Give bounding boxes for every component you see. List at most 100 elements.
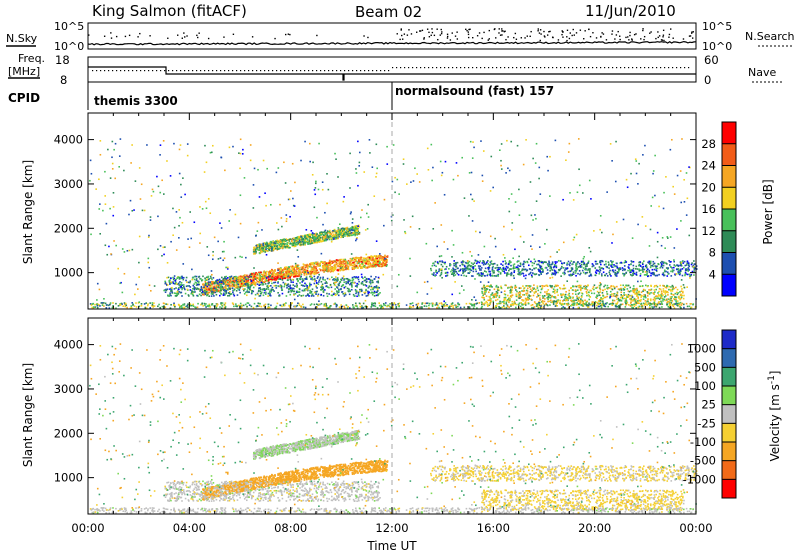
- power-cell: [229, 280, 232, 283]
- power-cell: [356, 284, 358, 287]
- nave-dot: [404, 67, 406, 69]
- power-cell: [653, 273, 656, 276]
- power-cell: [487, 267, 489, 269]
- power-cell: [295, 275, 298, 277]
- power-cell: [451, 271, 454, 274]
- power-cell: [315, 285, 318, 288]
- power-cell: [321, 262, 324, 264]
- power-cell: [287, 244, 290, 247]
- power-cell: [604, 284, 607, 287]
- power-cell: [315, 238, 318, 241]
- power-cell: [487, 299, 490, 302]
- power-cell: [259, 247, 262, 250]
- nave-dot: [400, 67, 402, 69]
- noise-search-dot: [451, 32, 453, 34]
- power-cell: [502, 260, 504, 263]
- power-cell: [580, 261, 583, 264]
- power-cell: [277, 268, 279, 270]
- power-cell: [263, 270, 266, 273]
- power-cell: [250, 282, 253, 285]
- power-cell: [648, 262, 651, 264]
- power-cell: [313, 275, 316, 278]
- power-cell: [346, 229, 349, 231]
- power-cell: [491, 269, 494, 271]
- power-cell: [341, 266, 343, 269]
- noise-search-dot: [662, 29, 665, 32]
- power-cell: [632, 274, 634, 276]
- noise-search-dot: [467, 31, 470, 33]
- power-cell: [352, 257, 355, 259]
- power-cell: [681, 260, 684, 263]
- power-cell: [275, 240, 278, 243]
- power-cell: [614, 295, 617, 298]
- power-cell: [288, 268, 290, 271]
- power-cell: [572, 273, 575, 276]
- power-cell: [652, 263, 655, 265]
- power-cell: [229, 279, 232, 282]
- power-cell: [178, 276, 181, 279]
- power-cell: [377, 293, 380, 295]
- power-cell: [170, 294, 172, 297]
- power-cell: [347, 230, 350, 233]
- power-cell: [304, 244, 306, 246]
- power-cell: [529, 271, 532, 274]
- nave-dot: [408, 67, 410, 69]
- power-cell: [351, 281, 354, 284]
- power-cell: [618, 269, 620, 272]
- power-cell: [316, 261, 319, 264]
- noise-search-dot: [124, 35, 127, 38]
- power-cell: [578, 270, 581, 272]
- power-cell: [572, 285, 575, 288]
- power-cell: [315, 272, 317, 275]
- power-cell: [585, 265, 587, 268]
- power-cell: [437, 262, 439, 264]
- power-cell: [364, 291, 367, 294]
- power-cell: [482, 261, 485, 264]
- power-cell: [202, 287, 204, 290]
- power-cell: [263, 281, 266, 283]
- power-cell: [371, 263, 373, 266]
- power-cell: [344, 260, 346, 263]
- freq-label-1: Freq.: [18, 52, 45, 65]
- power-cell: [299, 269, 301, 272]
- power-cell: [386, 259, 389, 261]
- nave-dot: [444, 67, 446, 69]
- power-cell: [367, 292, 369, 294]
- power-cell: [519, 273, 522, 276]
- power-cell: [332, 233, 335, 236]
- power-cell: [310, 266, 312, 268]
- power-cell: [377, 280, 380, 283]
- power-cell: [556, 299, 559, 302]
- power-cell: [193, 275, 196, 278]
- power-cell: [690, 263, 693, 266]
- power-cell: [586, 263, 589, 265]
- power-cell: [461, 268, 464, 270]
- power-cell: [264, 272, 267, 274]
- power-cell: [369, 264, 372, 266]
- power-cell: [669, 266, 672, 268]
- power-cell: [342, 267, 344, 270]
- nave-dot: [384, 70, 386, 72]
- power-cell: [176, 293, 179, 295]
- noise-search-dot: [88, 34, 90, 36]
- nave-dot: [456, 67, 458, 69]
- power-cell: [540, 265, 543, 268]
- power-cell: [333, 267, 335, 269]
- power-cell: [307, 243, 309, 245]
- noise-search-dot: [399, 38, 401, 41]
- power-cell: [660, 263, 663, 266]
- noise-search-dot: [400, 29, 402, 31]
- power-cell: [619, 267, 621, 269]
- power-cell: [284, 277, 286, 280]
- nave-dot: [144, 70, 146, 72]
- power-cell: [323, 269, 326, 271]
- power-cell: [483, 293, 485, 295]
- power-cell: [544, 291, 546, 293]
- power-cell: [551, 286, 553, 289]
- power-cell: [208, 295, 211, 297]
- power-cell: [384, 255, 386, 258]
- power-cell: [504, 260, 507, 262]
- power-cell: [662, 262, 665, 265]
- power-cell: [687, 270, 690, 272]
- power-cell: [315, 290, 318, 293]
